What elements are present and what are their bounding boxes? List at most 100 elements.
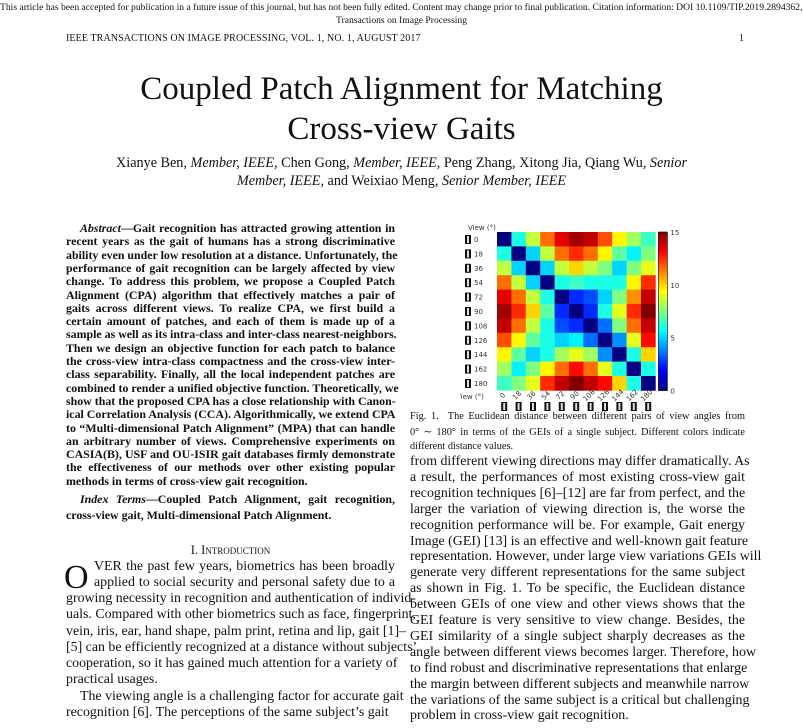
gei-silhouette-icon [532,403,534,410]
gei-silhouette-icon [618,403,621,410]
heatmap-cell [569,376,584,391]
text-line: as shown in Fig. 1. To be specific, the … [410,581,745,597]
heatmap-cell [626,332,642,348]
heatmap-cell [641,376,656,391]
gei-silhouette-icon [632,403,635,410]
heatmap-cell [497,260,512,276]
text-line: combined to render a unified objective f… [66,380,399,395]
text-line: 0° ∼ 180° in terms of the GEIs of a sing… [410,426,745,438]
heatmap-cell [597,232,613,247]
text-line: from different viewing directions may di… [410,454,750,469]
heatmap-cell [597,347,613,362]
text-line: an arbitrary number of views. Comprehens… [66,433,395,448]
heatmap-cell [597,289,613,305]
heatmap-cell [583,232,599,247]
text-line: applied to social security and personal … [94,575,395,590]
text-line: ability even under low resolution at a d… [66,247,398,262]
colorbar-segment [658,334,668,338]
text-line: cross-view gait, Multi-dimensional Patch… [66,507,332,522]
heatmap-cell [525,332,541,348]
text-line: Fig. 1. The Euclidean distance between d… [410,411,745,422]
heatmap-cell [540,275,555,290]
heatmap-cell [497,376,512,391]
x-tick-label: 18 [511,390,523,402]
text-line: The viewing angle is a challenging facto… [80,689,404,704]
gei-silhouette-icon [467,279,469,287]
colorbar-segment [658,255,668,259]
y-tick-label: 108 [474,322,487,330]
heatmap-cell [540,347,555,362]
x-tick-label: 54 [540,389,552,401]
heatmap-cell [583,275,599,290]
heatmap-cell [583,347,599,362]
heatmap-cell [511,289,527,305]
colorbar-tick-label: 5 [670,335,674,343]
colorbar-segment [658,234,668,238]
colorbar-segment [658,292,668,296]
gei-silhouette-icon [467,250,469,258]
page-number: 1 [739,33,745,44]
heatmap-cell [540,246,555,262]
colorbar-segment [658,340,668,344]
text-line: GEI feature is very sensitive to view ch… [410,613,745,628]
colorbar-segment [658,232,668,236]
heatmap-cell [554,347,570,362]
heatmap-cell [511,361,527,377]
paper-title-line2: Cross-view Gaits [287,111,516,147]
heatmap-cell [583,289,599,305]
colorbar-segment [658,324,668,328]
text-line: to find robust and discriminative repres… [410,660,748,676]
text-line: vein, iris, ear, hand shape, palm print,… [66,624,407,639]
colorbar-segment [658,382,668,386]
heatmap-cell [583,246,599,262]
heatmap-cell [641,260,656,276]
heatmap-cell [554,246,570,262]
colorbar-tick-label: 15 [670,229,679,237]
heatmap-cell [626,289,642,305]
text-line: methods in terms of cross-view gait reco… [66,473,308,488]
text-line: Index Terms—Coupled Patch Alignment, gai… [80,492,395,506]
publication-notice: This article has been accepted for publi… [0,2,803,13]
heatmap-cell [511,275,527,290]
text-line: between GEIs of one view and other views… [410,597,745,613]
heatmap-cell [554,376,570,391]
text-line: ical Correlation Analysis (CCA). Algorit… [66,407,396,422]
heatmap-cell [540,332,555,348]
colorbar-segment [658,263,668,267]
x-tick-label: 0 [498,391,507,400]
text-line: recognition performance will be. For exa… [410,517,745,533]
heatmap-cell [612,275,627,290]
text-line: the variations of the same subject is a … [410,692,750,708]
heatmap-cell [612,318,627,334]
heatmap-cell [641,304,656,319]
text-line: the effectiveness of our methods over ot… [66,460,395,475]
text-line: recognition [6]. The perceptions of the … [66,705,389,720]
colorbar-segment [658,348,668,352]
paper-title-line1: Coupled Patch Alignment for Matching [140,71,663,107]
gei-silhouette-icon [467,308,469,315]
heatmap-cell [597,332,613,348]
heatmap-cell [569,304,584,319]
section-heading: I. Introduction [190,543,271,557]
text-line: generate very different representations … [410,565,745,581]
colorbar-segment [658,282,668,286]
heatmap-cell [569,275,584,290]
heatmap-cell [511,304,527,319]
colorbar-segment [658,279,668,283]
heatmap-cell [612,304,627,319]
colorbar-segment [658,287,668,291]
heatmap-cell [511,246,527,262]
heatmap-cell [525,376,541,391]
heatmap-cell [641,332,656,348]
heatmap-cell [583,376,599,391]
text-line: growing necessity in recognition and aut… [66,591,416,606]
colorbar-segment [658,387,668,391]
authors-line1: Xianye Ben, Member, IEEE, Chen Gong, Mem… [116,155,687,171]
text-line: Then we design an objective function for… [66,340,395,355]
colorbar-segment [658,311,668,315]
heatmap-cell [525,246,541,262]
heatmap-cell [569,289,584,305]
gei-silhouette-icon [467,293,469,301]
figure-1-heatmap: View (°)View (°)001818363654547272909010… [456,224,700,414]
heatmap-cell [641,318,656,334]
